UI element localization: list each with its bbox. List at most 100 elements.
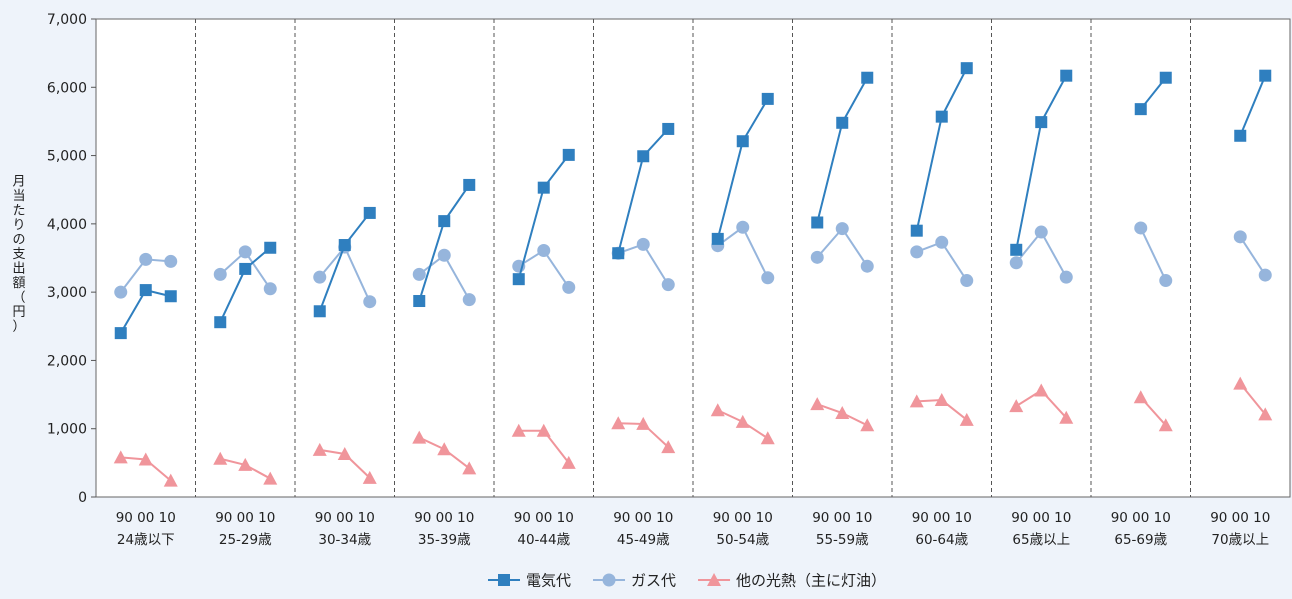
x-years-label: 90 00 10 — [713, 510, 773, 526]
x-years-label: 90 00 10 — [1210, 510, 1270, 526]
data-point-square — [1035, 116, 1048, 129]
data-point-square — [463, 178, 476, 191]
y-axis-title-text: 月当たりの支出額（円） — [12, 175, 25, 335]
data-point-square — [1234, 129, 1247, 142]
data-point-square — [960, 62, 973, 75]
data-point-circle — [412, 267, 426, 281]
y-tick-label: 7,000 — [47, 12, 87, 28]
data-point-triangle — [934, 393, 949, 407]
data-point-square — [861, 71, 874, 84]
data-point-triangle — [760, 431, 775, 445]
data-point-triangle — [860, 418, 875, 432]
data-point-square — [338, 239, 351, 252]
data-point-triangle — [1158, 418, 1173, 432]
data-point-square — [662, 122, 675, 135]
data-point-circle — [462, 293, 476, 307]
data-point-square — [761, 92, 774, 105]
y-tick-label: 4,000 — [47, 217, 87, 233]
data-point-square — [164, 290, 177, 303]
x-years-label: 90 00 10 — [514, 510, 574, 526]
data-point-triangle — [710, 403, 725, 417]
data-point-triangle — [238, 457, 253, 471]
data-point-circle — [213, 267, 227, 281]
data-point-circle — [114, 285, 128, 299]
data-point-triangle — [1059, 410, 1074, 424]
data-point-triangle — [1233, 376, 1248, 390]
data-point-square — [612, 247, 625, 260]
data-point-square — [1060, 69, 1073, 82]
data-point-square — [413, 295, 426, 308]
data-point-triangle — [362, 470, 377, 484]
data-point-square — [711, 232, 724, 245]
data-point-circle — [636, 237, 650, 251]
data-point-circle — [562, 280, 576, 294]
data-point-triangle — [611, 416, 626, 430]
data-point-square — [562, 148, 575, 161]
data-point-circle — [1059, 270, 1073, 284]
data-point-circle — [1134, 221, 1148, 235]
x-group-label: 35-39歳 — [418, 532, 471, 548]
y-axis-title: 月当たりの支出額（円） — [12, 175, 25, 335]
y-tick-label: 0 — [78, 490, 87, 506]
data-point-square — [239, 262, 252, 275]
legend-label: 電気代 — [526, 572, 571, 590]
data-point-square — [1010, 243, 1023, 256]
data-point-circle — [860, 259, 874, 273]
data-point-square — [438, 215, 451, 228]
x-years-label: 90 00 10 — [414, 510, 474, 526]
data-point-square — [836, 116, 849, 129]
data-point-circle — [437, 248, 451, 262]
x-years-label: 90 00 10 — [912, 510, 972, 526]
data-point-square — [512, 273, 525, 286]
data-point-triangle — [636, 416, 651, 430]
x-years-label: 90 00 10 — [116, 510, 176, 526]
data-point-square — [114, 327, 127, 340]
x-group-label: 40-44歳 — [517, 532, 570, 548]
data-point-triangle — [1034, 383, 1049, 397]
y-tick-label: 2,000 — [47, 353, 87, 369]
x-group-label: 60-64歳 — [915, 532, 968, 548]
x-group-label: 24歳以下 — [117, 532, 175, 548]
data-point-square — [139, 284, 152, 297]
data-point-triangle — [561, 455, 576, 469]
x-years-label: 90 00 10 — [613, 510, 673, 526]
data-point-circle — [835, 222, 849, 236]
data-point-square — [1159, 71, 1172, 84]
x-years-label: 90 00 10 — [1111, 510, 1171, 526]
data-point-triangle — [1133, 390, 1148, 404]
data-point-circle — [910, 245, 924, 259]
y-tick-label: 5,000 — [47, 149, 87, 165]
data-point-circle — [736, 220, 750, 234]
series-layer — [113, 62, 1273, 487]
data-point-triangle — [337, 446, 352, 460]
data-point-circle — [164, 254, 178, 268]
legend: 電気代 ガス代 他の光熱（主に灯油） — [488, 572, 886, 590]
data-point-circle — [537, 243, 551, 257]
series-line-segment — [1239, 236, 1267, 276]
legend-label: 他の光熱（主に灯油） — [736, 572, 886, 590]
data-point-circle — [761, 271, 775, 285]
data-point-square — [1134, 103, 1147, 116]
data-point-triangle — [462, 461, 477, 475]
legend-label: ガス代 — [631, 572, 676, 590]
data-point-square — [1259, 69, 1272, 82]
x-group-label: 50-54歳 — [716, 532, 769, 548]
x-years-label: 90 00 10 — [812, 510, 872, 526]
series-electricity — [114, 62, 1272, 340]
data-point-triangle — [138, 452, 153, 466]
data-point-square — [313, 305, 326, 318]
y-axis: 0 1,000 2,000 3,000 4,000 5,000 6,000 7,000 — [47, 12, 96, 506]
data-point-circle — [313, 270, 327, 284]
data-point-square — [637, 150, 650, 163]
data-point-square — [935, 110, 948, 123]
y-tick-label: 6,000 — [47, 80, 87, 96]
data-point-triangle — [536, 423, 551, 437]
y-tick-label: 3,000 — [47, 285, 87, 301]
x-group-label: 70歳以上 — [1211, 532, 1269, 548]
data-point-triangle — [437, 442, 452, 456]
data-point-circle — [1009, 256, 1023, 270]
x-group-label: 65歳以上 — [1012, 532, 1070, 548]
legend-marker-circle — [602, 573, 616, 587]
x-years-label: 90 00 10 — [315, 510, 375, 526]
